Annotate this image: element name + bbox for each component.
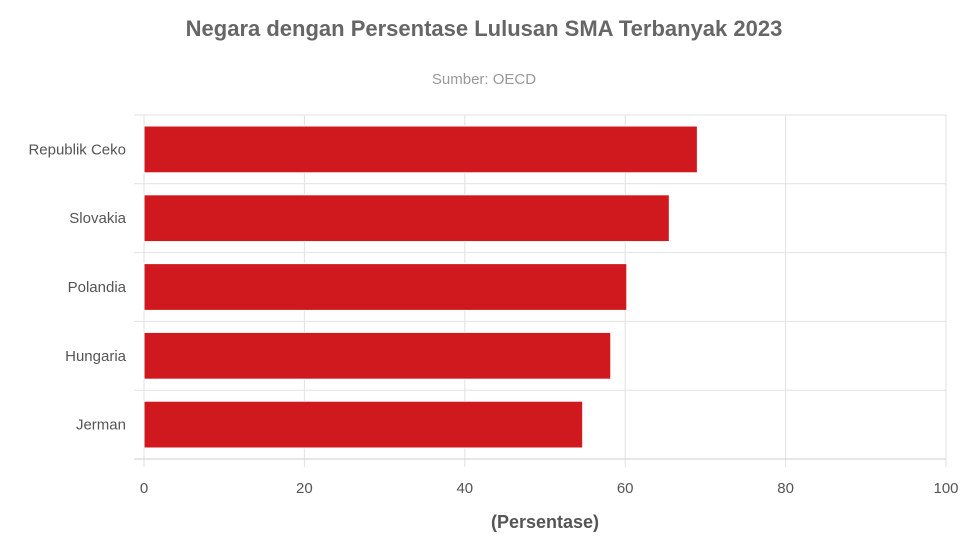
category-label: Republik Ceko [28, 141, 126, 158]
x-tick-label: 60 [617, 480, 634, 497]
bar-jerman[interactable] [143, 400, 584, 449]
chart-title: Negara dengan Persentase Lulusan SMA Ter… [186, 16, 783, 41]
bar-republik-ceko[interactable] [143, 125, 698, 174]
x-tick-labels: 0 20 40 60 80 100 [140, 480, 959, 497]
x-tick-label: 100 [933, 480, 958, 497]
bars [143, 125, 698, 449]
x-tick-label: 0 [140, 480, 148, 497]
chart-subtitle: Sumber: OECD [432, 71, 536, 88]
bar-hungaria[interactable] [143, 331, 612, 380]
x-tick-label: 80 [777, 480, 794, 497]
x-tick-label: 40 [456, 480, 473, 497]
x-tick-label: 20 [296, 480, 313, 497]
x-axis-title: (Persentase) [491, 512, 599, 532]
category-label: Slovakia [69, 210, 126, 227]
category-label: Polandia [68, 279, 127, 296]
category-label: Jerman [76, 417, 126, 434]
bar-polandia[interactable] [143, 263, 628, 311]
category-labels: Republik Ceko Slovakia Polandia Hungaria Jer… [28, 141, 126, 433]
grid-lines [134, 114, 947, 467]
category-label: Hungaria [65, 348, 127, 365]
bar-slovakia[interactable] [143, 194, 670, 243]
